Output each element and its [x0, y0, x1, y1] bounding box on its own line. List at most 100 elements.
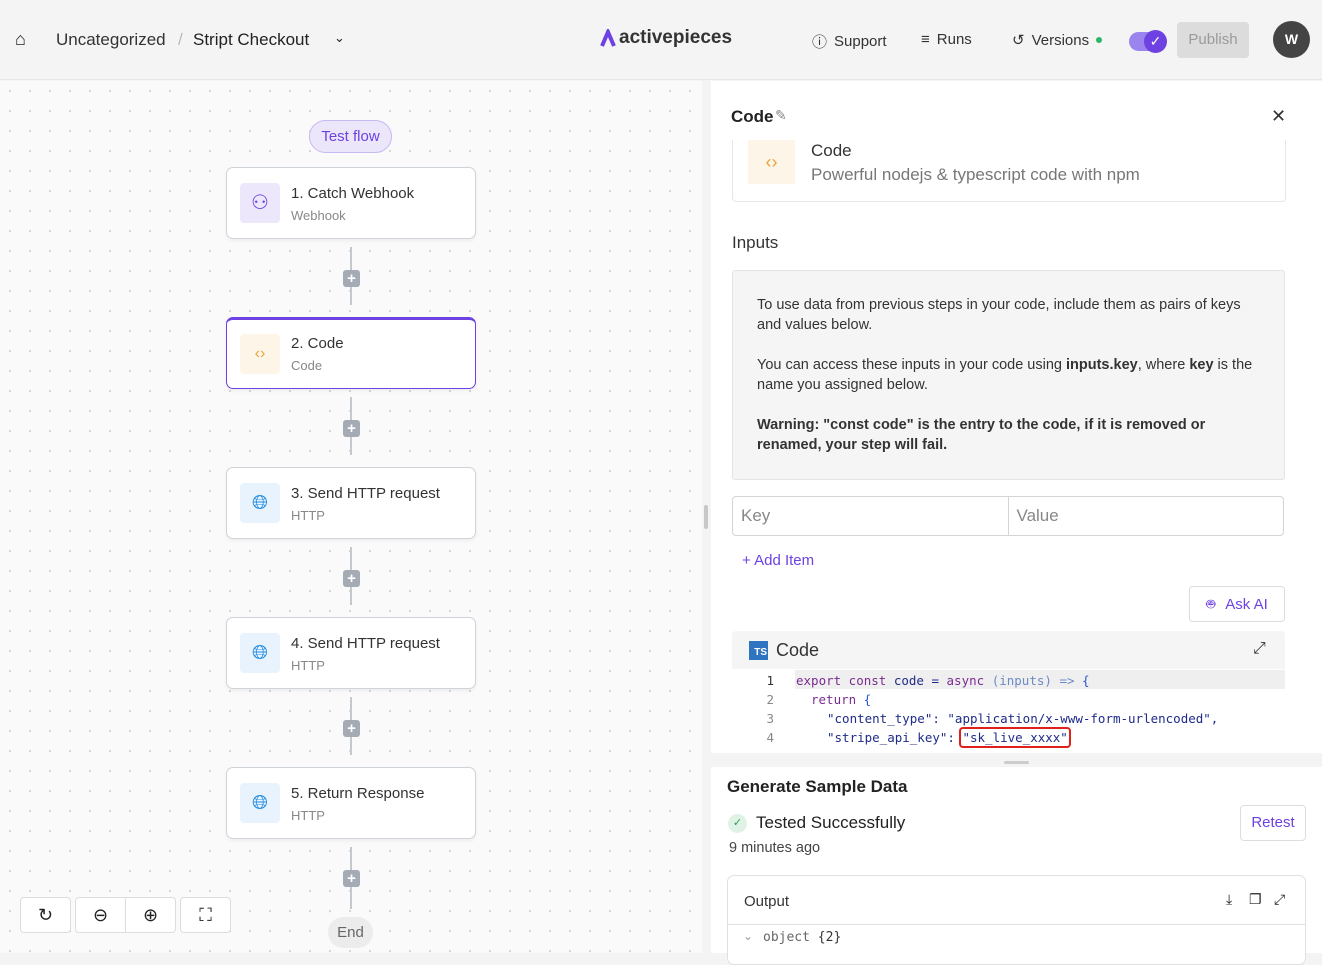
check-icon: ✓	[1144, 30, 1167, 53]
add-step-button[interactable]: +	[343, 570, 360, 587]
step-node[interactable]: 🌐︎ 4. Send HTTP request HTTP	[226, 617, 476, 689]
globe-icon: 🌐︎	[240, 633, 280, 673]
code-editor[interactable]: TS Code ⤢ 1 2 3 4 export const code = as…	[732, 631, 1285, 753]
step-node-selected[interactable]: ‹› 2. Code Code	[226, 317, 476, 389]
step-title: 4. Send HTTP request	[291, 635, 440, 652]
line-number: 1	[766, 673, 774, 688]
output-label: Output	[744, 893, 790, 910]
step-title: 5. Return Response	[291, 785, 425, 802]
home-icon[interactable]: ⌂	[15, 29, 26, 49]
step-node[interactable]: 🌐︎ 5. Return Response HTTP	[226, 767, 476, 839]
key-value-row: Key Value	[732, 496, 1284, 536]
step-subtitle: Code	[291, 358, 323, 373]
typescript-icon: TS	[749, 641, 768, 660]
breadcrumb-separator: /	[178, 30, 183, 49]
piece-card: ‹› Code Powerful nodejs & typescript cod…	[732, 140, 1286, 202]
versions-label: Versions	[1031, 31, 1090, 49]
runs-button[interactable]: ≡ Runs	[921, 31, 972, 48]
zoom-out-icon: ⊖	[92, 905, 109, 925]
value-input[interactable]: Value	[1007, 497, 1284, 535]
flow-enable-toggle[interactable]: ✓	[1129, 30, 1167, 53]
fit-view-button[interactable]: ⛶	[180, 897, 231, 933]
success-check-icon: ✓	[728, 814, 747, 833]
retest-button[interactable]: Retest	[1240, 805, 1306, 841]
output-viewer: Output ⤓ ❐ ⤢ ⌄ object {2}	[727, 875, 1306, 965]
logo-icon	[600, 29, 616, 47]
edit-name-icon[interactable]: ✎	[775, 107, 787, 123]
avatar[interactable]: W	[1273, 21, 1310, 58]
add-step-button[interactable]: +	[343, 420, 360, 437]
piece-name: Code	[811, 141, 852, 160]
code-icon: ‹›	[240, 334, 280, 374]
line-number: 2	[766, 692, 774, 707]
piece-description: Powerful nodejs & typescript code with n…	[811, 165, 1140, 184]
panel-resize-handle[interactable]	[702, 81, 711, 953]
globe-icon: 🌐︎	[240, 483, 280, 523]
runs-icon: ≡	[921, 31, 930, 48]
close-icon[interactable]: ✕	[1271, 106, 1287, 126]
key-input[interactable]: Key	[741, 506, 771, 525]
support-button[interactable]: ⓘ Support	[812, 31, 887, 52]
info-text: To use data from previous steps in your …	[757, 297, 1241, 333]
step-subtitle: Webhook	[291, 208, 346, 223]
step-subtitle: HTTP	[291, 658, 325, 673]
zoom-in-icon: ⊕	[142, 905, 159, 925]
status-dot	[1096, 37, 1103, 43]
support-label: Support	[834, 33, 887, 50]
editor-title: Code	[776, 640, 820, 660]
help-icon: ⓘ	[812, 34, 828, 51]
add-item-button[interactable]: + Add Item	[742, 552, 815, 569]
zoom-out-button[interactable]: ⊖	[75, 897, 126, 933]
download-icon[interactable]: ⤓	[1226, 891, 1233, 907]
breadcrumb-folder[interactable]: Uncategorized	[56, 30, 166, 49]
inputs-label: Inputs	[732, 233, 779, 252]
flow-name[interactable]: Stript Checkout	[193, 30, 310, 49]
webhook-icon: ⚇	[240, 183, 280, 223]
chevron-down-icon[interactable]: ⌄	[334, 30, 345, 45]
add-step-button[interactable]: +	[343, 270, 360, 287]
panel-splitter[interactable]	[711, 753, 1322, 767]
globe-icon: 🌐︎	[240, 783, 280, 823]
highlighted-api-key: "sk_live_xxxx"	[959, 727, 1071, 748]
ask-ai-button[interactable]: 🤖︎ Ask AI	[1189, 586, 1285, 622]
code-icon: ‹›	[748, 140, 795, 184]
top-bar: ⌂ Uncategorized / Stript Checkout ⌄ acti…	[0, 0, 1322, 80]
step-subtitle: HTTP	[291, 508, 325, 523]
warning-text: Warning: "const code" is the entry to th…	[757, 417, 1206, 453]
reset-zoom-button[interactable]: ↻	[20, 897, 71, 933]
sample-data-title: Generate Sample Data	[727, 777, 908, 796]
line-number: 3	[766, 711, 774, 726]
expand-icon[interactable]: ⤢	[1274, 891, 1286, 907]
history-icon: ↺	[1012, 32, 1025, 49]
end-node: End	[328, 917, 373, 948]
line-number: 4	[766, 730, 774, 745]
add-step-button[interactable]: +	[343, 720, 360, 737]
code-line: "content_type": "application/x-www-form-…	[827, 711, 1219, 726]
add-step-button[interactable]: +	[343, 870, 360, 887]
zoom-in-button[interactable]: ⊕	[125, 897, 176, 933]
logo-text: activepieces	[619, 27, 733, 48]
robot-icon: 🤖︎	[1206, 595, 1216, 613]
step-title: 1. Catch Webhook	[291, 185, 415, 202]
code-line: export const code = async (inputs) => {	[796, 673, 1090, 688]
inputs-info-box: To use data from previous steps in your …	[732, 270, 1285, 480]
code-line: return {	[811, 692, 872, 707]
copy-icon[interactable]: ❐	[1249, 891, 1262, 907]
info-text: You can access these inputs in your code…	[757, 357, 1253, 393]
step-subtitle: HTTP	[291, 808, 325, 823]
versions-button[interactable]: ↺ Versions	[1012, 31, 1103, 49]
expand-icon[interactable]: ⤢	[1253, 640, 1266, 657]
step-title: 2. Code	[291, 335, 344, 352]
test-status: Tested Successfully	[756, 813, 906, 832]
step-node[interactable]: 🌐︎ 3. Send HTTP request HTTP	[226, 467, 476, 539]
test-time: 9 minutes ago	[729, 840, 821, 856]
logo: activepieces	[599, 27, 732, 49]
publish-button[interactable]: Publish	[1177, 22, 1249, 58]
chevron-down-icon[interactable]: ⌄	[743, 929, 754, 943]
test-flow-button[interactable]: Test flow	[309, 120, 392, 153]
step-title: 3. Send HTTP request	[291, 485, 440, 502]
code-line: "stripe_api_key": "sk_live_xxxx"	[827, 727, 1071, 748]
output-tree-root[interactable]: object {2}	[763, 930, 842, 945]
step-node[interactable]: ⚇ 1. Catch Webhook Webhook	[226, 167, 476, 239]
runs-label: Runs	[936, 31, 972, 48]
